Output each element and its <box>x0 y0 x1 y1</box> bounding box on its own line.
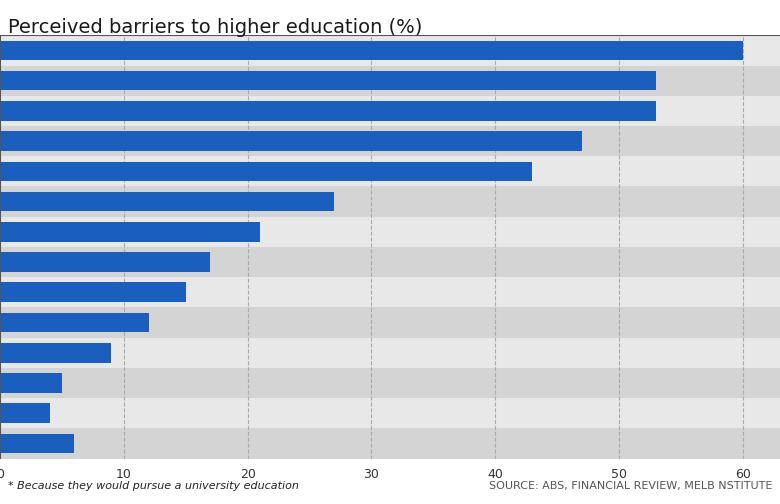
Bar <box>0 71 656 91</box>
Bar <box>0 247 780 277</box>
Bar <box>0 253 211 272</box>
Bar <box>0 156 780 186</box>
Bar <box>0 398 780 428</box>
Text: * Because they would pursue a university education: * Because they would pursue a university… <box>8 481 299 491</box>
Text: Perceived barriers to higher education (%): Perceived barriers to higher education (… <box>8 18 422 37</box>
Bar <box>0 35 780 66</box>
Bar <box>0 277 780 307</box>
Bar <box>0 192 335 212</box>
Bar <box>0 373 62 393</box>
Bar <box>0 41 743 60</box>
Bar <box>0 186 780 217</box>
Bar <box>0 368 780 398</box>
Bar <box>0 66 780 96</box>
Bar <box>0 433 74 454</box>
Bar <box>0 132 582 151</box>
Bar <box>0 283 186 302</box>
Bar <box>0 312 148 333</box>
Text: SOURCE: ABS, FINANCIAL REVIEW, MELB NSTITUTE: SOURCE: ABS, FINANCIAL REVIEW, MELB NSTI… <box>489 481 772 491</box>
Bar <box>0 428 780 459</box>
Bar <box>0 101 656 121</box>
Bar <box>0 403 49 423</box>
Bar <box>0 222 260 242</box>
Bar <box>0 307 780 338</box>
Bar <box>0 126 780 156</box>
Bar <box>0 161 533 181</box>
Bar <box>0 217 780 247</box>
Bar <box>0 343 112 363</box>
Bar <box>0 338 780 368</box>
Bar <box>0 96 780 126</box>
